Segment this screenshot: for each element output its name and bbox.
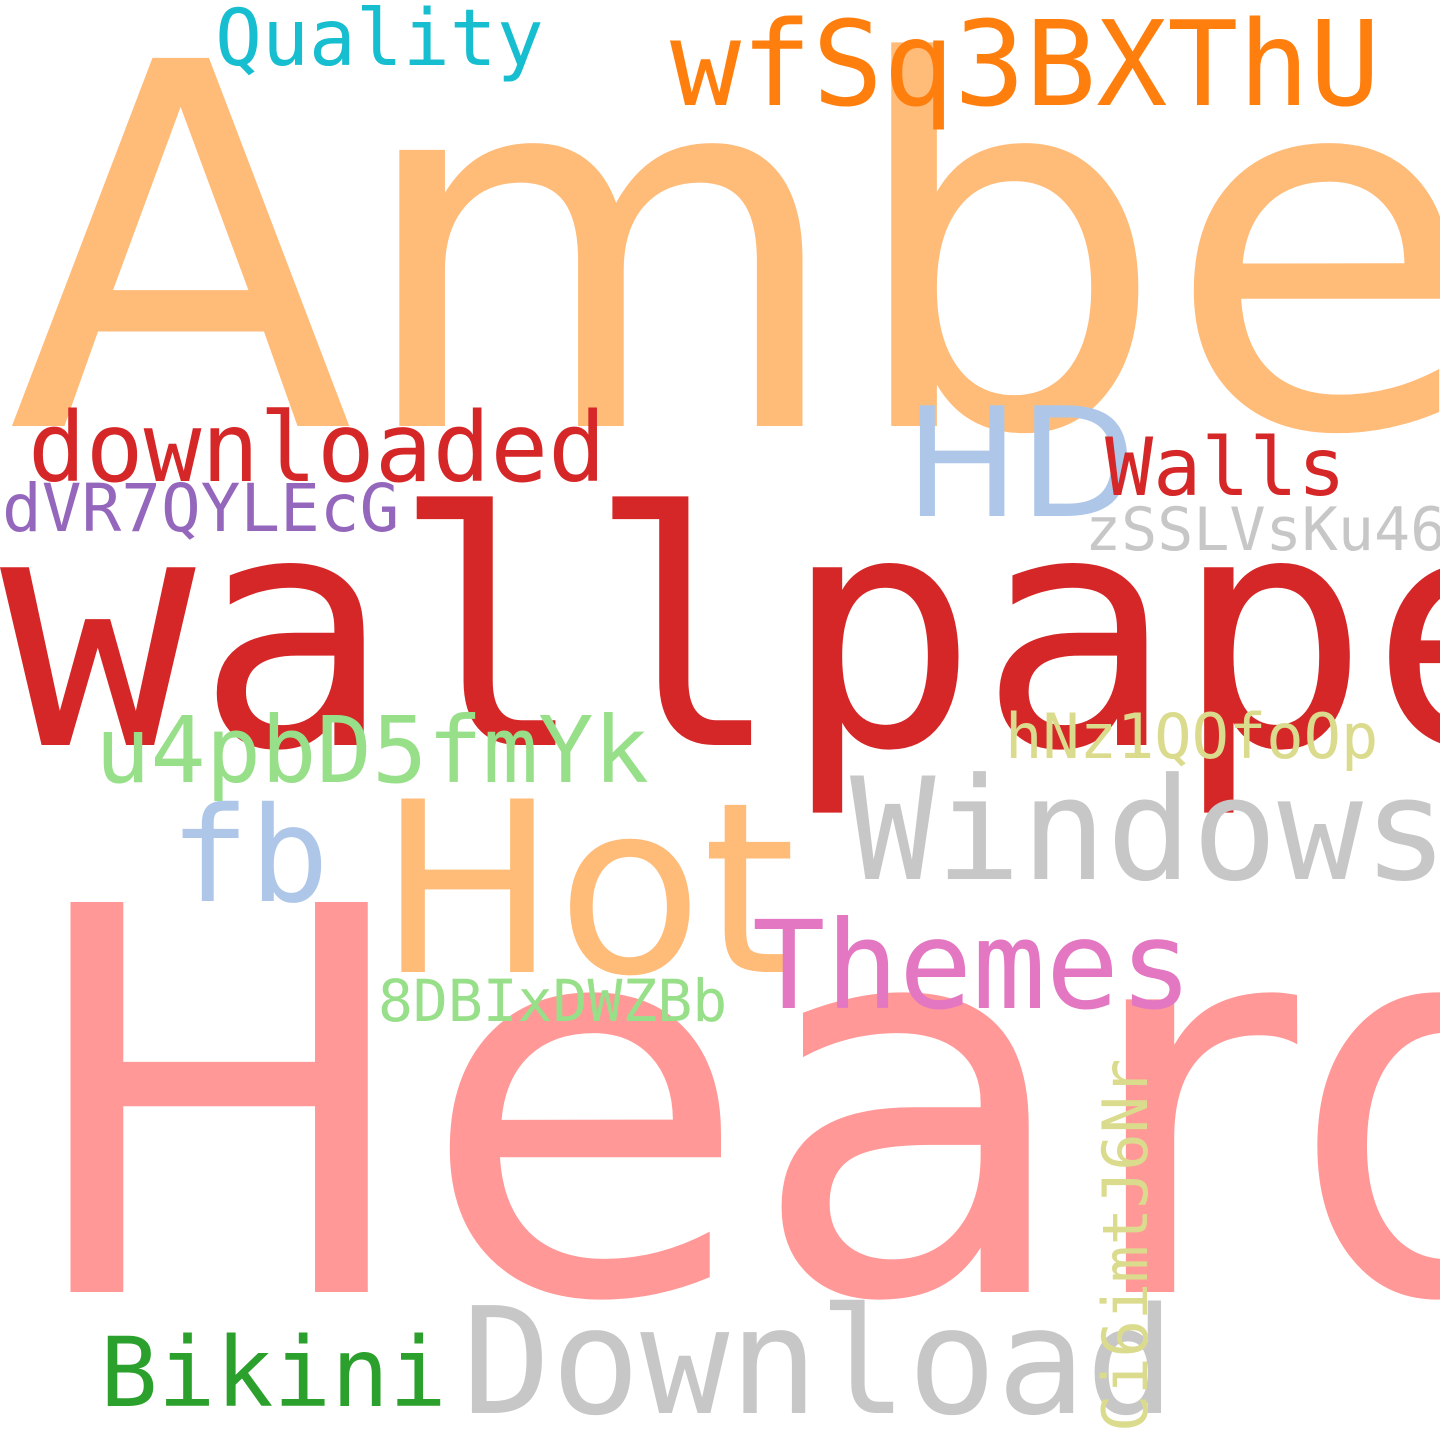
word-themes: Themes [752,895,1193,1037]
word-windows: Windows [850,748,1440,913]
word-hot: Hot [378,752,796,1029]
word-fb: fb [170,779,329,933]
word-ci6imtj6nr: Ci6imtJ6Nr [1089,1058,1162,1432]
word-hd: HD [905,375,1137,552]
word-wallpaper: wallpaper [0,443,1440,822]
word-wfsq3bxthu: wfSq3BXThU [670,0,1381,133]
word-downloaded: downloaded [28,392,606,504]
word-heard: Heard [18,796,1440,1419]
word-bikini: Bikini [100,1317,447,1429]
word-walls: Walls [1105,421,1346,514]
word-dvr7qylecg: dVR7QYLEcG [2,470,400,547]
word-zsslvsku46: zSSLVsKu46 [1085,495,1440,565]
word-download: Download [462,1276,1175,1440]
word-quality: Quality [215,0,544,84]
word-8dbixdwzbb: 8DBIxDWZBb [378,967,728,1035]
word-amber: Amber [8,0,1440,546]
word-hnz1qofoop: hNz1QOfoOp [1005,700,1379,773]
word-u4pbd5fmyk: u4pbD5fmYk [95,697,649,804]
